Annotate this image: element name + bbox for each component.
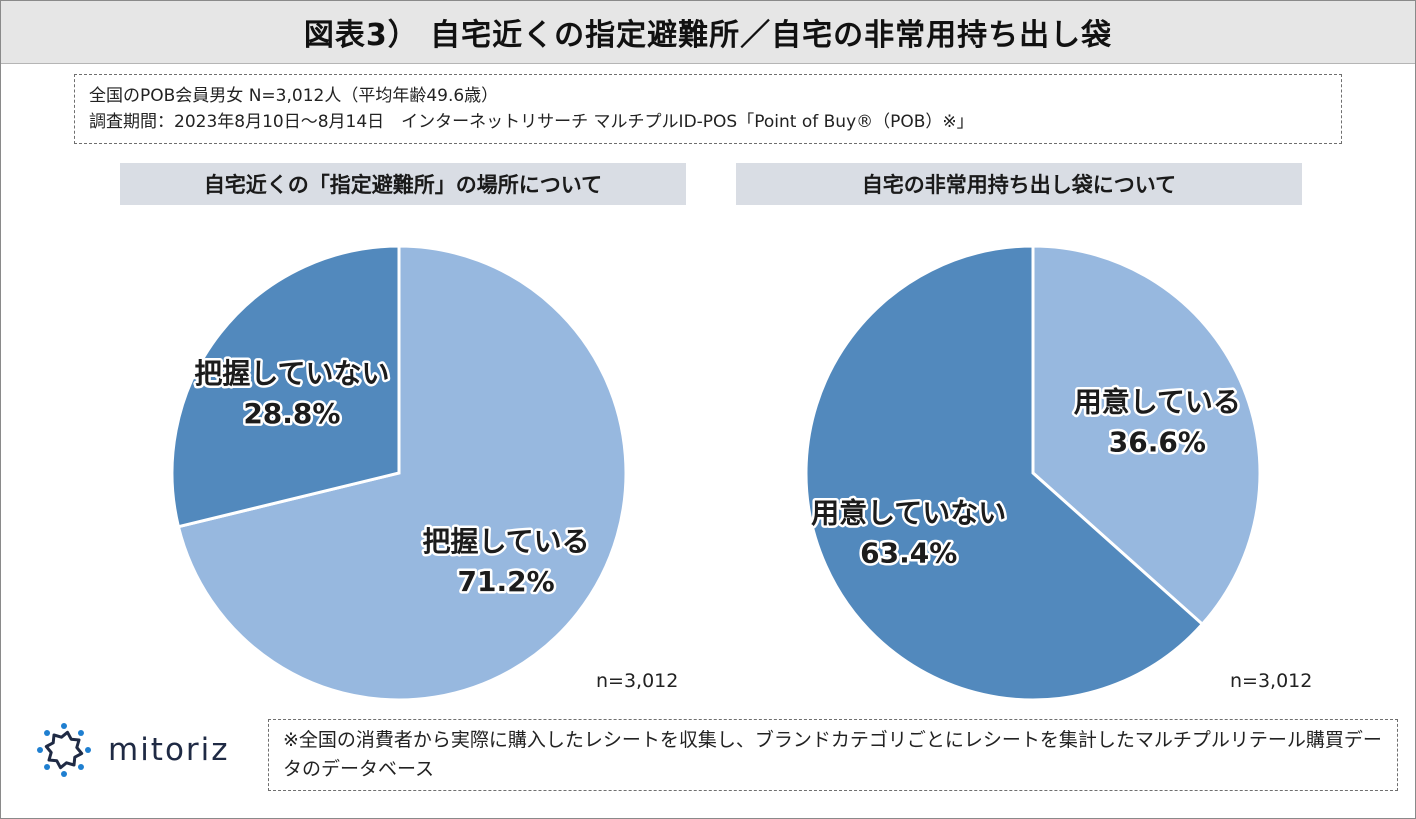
footnote-text: ※全国の消費者から実際に購入したレシートを収集し、ブランドカテゴリごとにレシート… <box>283 729 1382 780</box>
pie-0-slice-0-value: 71.2% <box>458 565 555 598</box>
pie-0-slice-1 <box>170 244 401 529</box>
logo-dot <box>37 747 43 753</box>
pie-chart-shelter: 把握している 71.2% 把握していない 28.8% <box>170 244 628 702</box>
survey-info-line-1: 全国のPOB会員男女 N=3,012人（平均年齢49.6歳） <box>89 86 499 106</box>
logo-star-outline <box>44 730 84 770</box>
pie-0-slice-1-value: 28.8% <box>243 397 340 430</box>
logo-dot <box>61 723 67 729</box>
pie-1-slice-1 <box>804 244 1205 702</box>
mitoriz-logo: mitoriz <box>34 720 254 780</box>
pie-0-slice-0-label: 把握している <box>423 525 590 558</box>
logo-dot <box>44 730 51 737</box>
chart-2-title: 自宅の非常用持ち出し袋について <box>736 163 1302 205</box>
pie-chart-emergency-bag: 用意している 36.6% 用意していない 63.4% <box>804 244 1262 702</box>
starburst-logo-icon <box>37 723 91 777</box>
pie-1-slice-1-label: 用意していない <box>811 497 1006 530</box>
footnote-box: ※全国の消費者から実際に購入したレシートを収集し、ブランドカテゴリごとにレシート… <box>268 719 1398 791</box>
pie-1-slice-0 <box>1031 244 1262 627</box>
pie-1-slice-0-label: 用意している <box>1074 385 1241 418</box>
logo-dot <box>44 763 51 770</box>
figure-title: 図表3） 自宅近くの指定避難所／自宅の非常用持ち出し袋 <box>303 18 1113 53</box>
pie-1-slice-1-value: 63.4% <box>860 537 957 570</box>
chart-2-sample-size: n=3,012 <box>1230 670 1313 692</box>
pie-0-slice-1-label: 把握していない <box>194 357 389 390</box>
chart-1-sample-size: n=3,012 <box>596 670 679 692</box>
chart-1-title: 自宅近くの「指定避難所」の場所について <box>120 163 686 205</box>
logo-dot <box>61 771 67 777</box>
title-bar: 図表3） 自宅近くの指定避難所／自宅の非常用持ち出し袋 <box>1 1 1415 64</box>
survey-info-line-2: 調査期間：2023年8月10日～8月14日 インターネットリサーチ マルチプルI… <box>89 112 974 132</box>
logo-text: mitoriz <box>108 732 230 768</box>
logo-dot <box>77 763 84 770</box>
logo-dot <box>85 747 91 753</box>
survey-info-box: 全国のPOB会員男女 N=3,012人（平均年齢49.6歳） 調査期間：2023… <box>74 74 1342 144</box>
pie-0-slice-0 <box>176 244 628 702</box>
pie-1-slice-0-value: 36.6% <box>1109 425 1206 458</box>
logo-dot <box>77 730 84 737</box>
